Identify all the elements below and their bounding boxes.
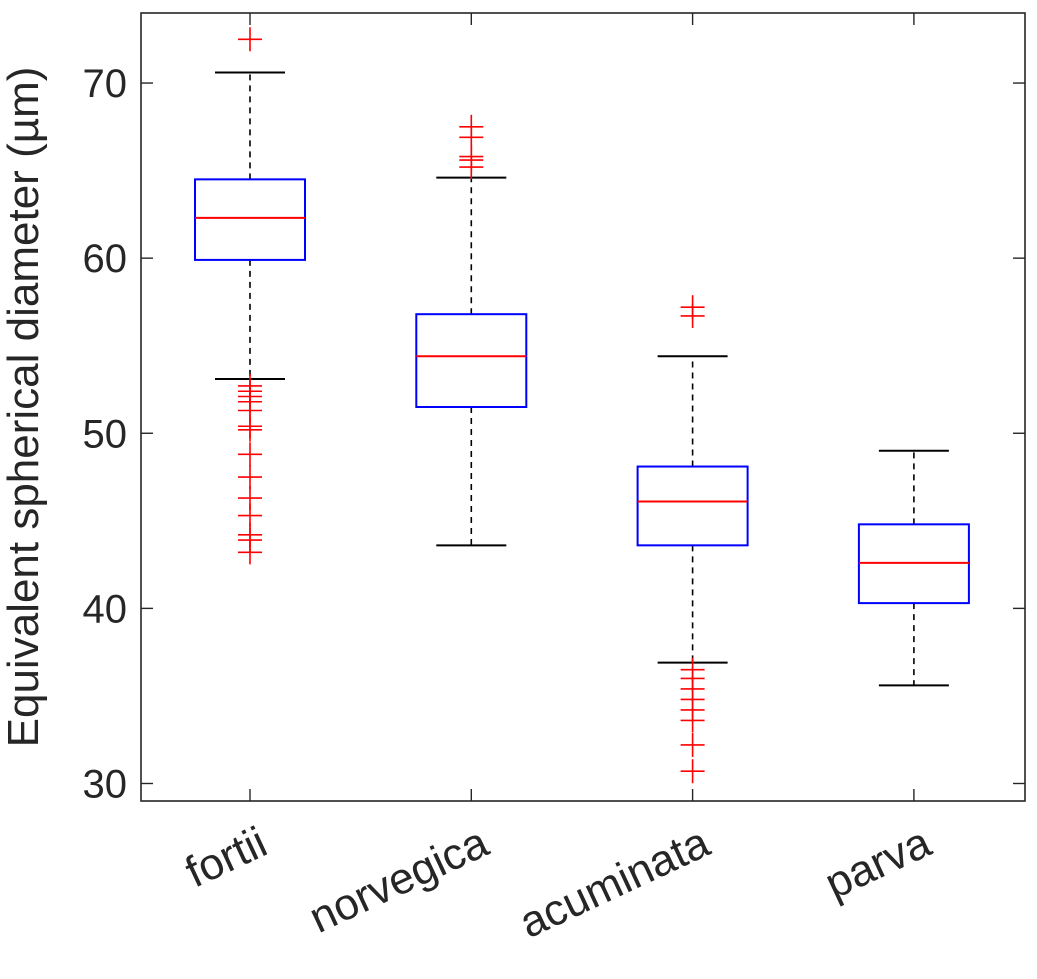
box-group (194, 27, 306, 565)
box-group (636, 295, 749, 784)
x-tick-label: acuminata (512, 817, 717, 947)
x-tick-label: fortii (178, 818, 274, 898)
outlier-marker (238, 442, 262, 467)
box (636, 465, 749, 547)
box-group (857, 449, 970, 687)
labels: Equivalent spherical diameter (µm) (0, 67, 48, 748)
outlier-marker (238, 27, 262, 52)
y-axis-label: Equivalent spherical diameter (µm) (0, 67, 48, 748)
x-tick-label: norvegica (302, 817, 496, 942)
outlier-marker (238, 417, 262, 442)
x-tick-label: parva (818, 817, 939, 908)
outlier-marker (238, 540, 262, 565)
outlier-marker (680, 732, 705, 757)
outlier-marker (680, 303, 705, 328)
outlier-marker (680, 708, 705, 733)
plot-area (194, 27, 970, 784)
y-tick-label: 30 (83, 762, 128, 806)
y-tick-label: 70 (83, 62, 128, 106)
outlier-marker (238, 465, 262, 490)
axes: 30 40 50 60 70 fortii norvegica acuminata parva (83, 12, 1026, 948)
plot-frame (140, 12, 1026, 802)
outlier-marker (680, 759, 705, 784)
box-group (415, 114, 528, 547)
y-tick-label: 60 (83, 237, 128, 281)
y-tick-label: 40 (83, 587, 128, 631)
box (194, 178, 306, 261)
outlier-marker (459, 155, 484, 180)
box (415, 313, 528, 408)
y-tick-label: 50 (83, 412, 128, 456)
